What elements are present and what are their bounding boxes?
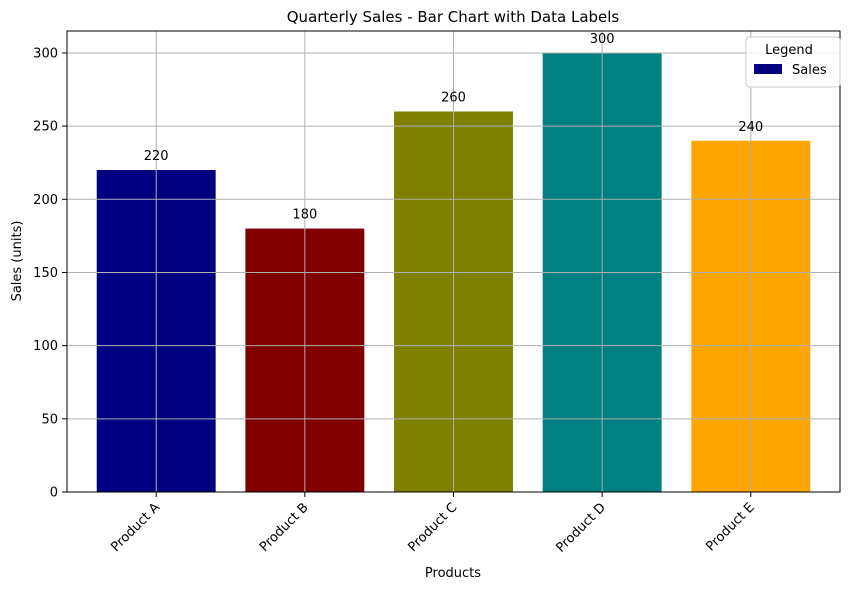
y-axis: 0 50 100 150 200 250 300 — [33, 46, 67, 501]
data-label: 300 — [590, 32, 615, 47]
data-label: 220 — [144, 149, 169, 164]
data-label: 180 — [292, 208, 317, 223]
legend-box — [745, 36, 841, 88]
x-tick-label: Product C — [405, 500, 460, 555]
legend-entry-sales: Sales — [792, 63, 827, 78]
legend: Legend Sales — [745, 36, 841, 88]
legend-swatch-sales — [754, 64, 782, 74]
legend-title: Legend — [765, 43, 813, 58]
data-labels-layer: 220 180 260 300 240 — [144, 32, 763, 223]
x-axis-label: Products — [425, 566, 481, 581]
y-tick-label: 100 — [33, 339, 58, 354]
chart-title: Quarterly Sales - Bar Chart with Data La… — [287, 8, 620, 26]
y-tick-label: 0 — [50, 486, 58, 501]
data-label: 260 — [441, 90, 466, 105]
x-tick-label: Product E — [703, 500, 757, 554]
grid-layer — [67, 31, 840, 493]
y-tick-label: 50 — [41, 412, 58, 427]
x-tick-label: Product D — [553, 500, 609, 556]
y-tick-label: 300 — [33, 46, 58, 61]
data-label: 240 — [738, 120, 763, 135]
x-tick-label: Product B — [257, 500, 312, 555]
y-axis-label: Sales (units) — [10, 221, 25, 302]
y-tick-label: 200 — [33, 193, 58, 208]
y-tick-label: 250 — [33, 120, 58, 135]
x-tick-label: Product A — [108, 500, 163, 555]
x-axis: Product A Product B Product C Product D Prod… — [108, 492, 758, 556]
plot-frame — [66, 30, 841, 493]
y-tick-label: 150 — [33, 266, 58, 281]
